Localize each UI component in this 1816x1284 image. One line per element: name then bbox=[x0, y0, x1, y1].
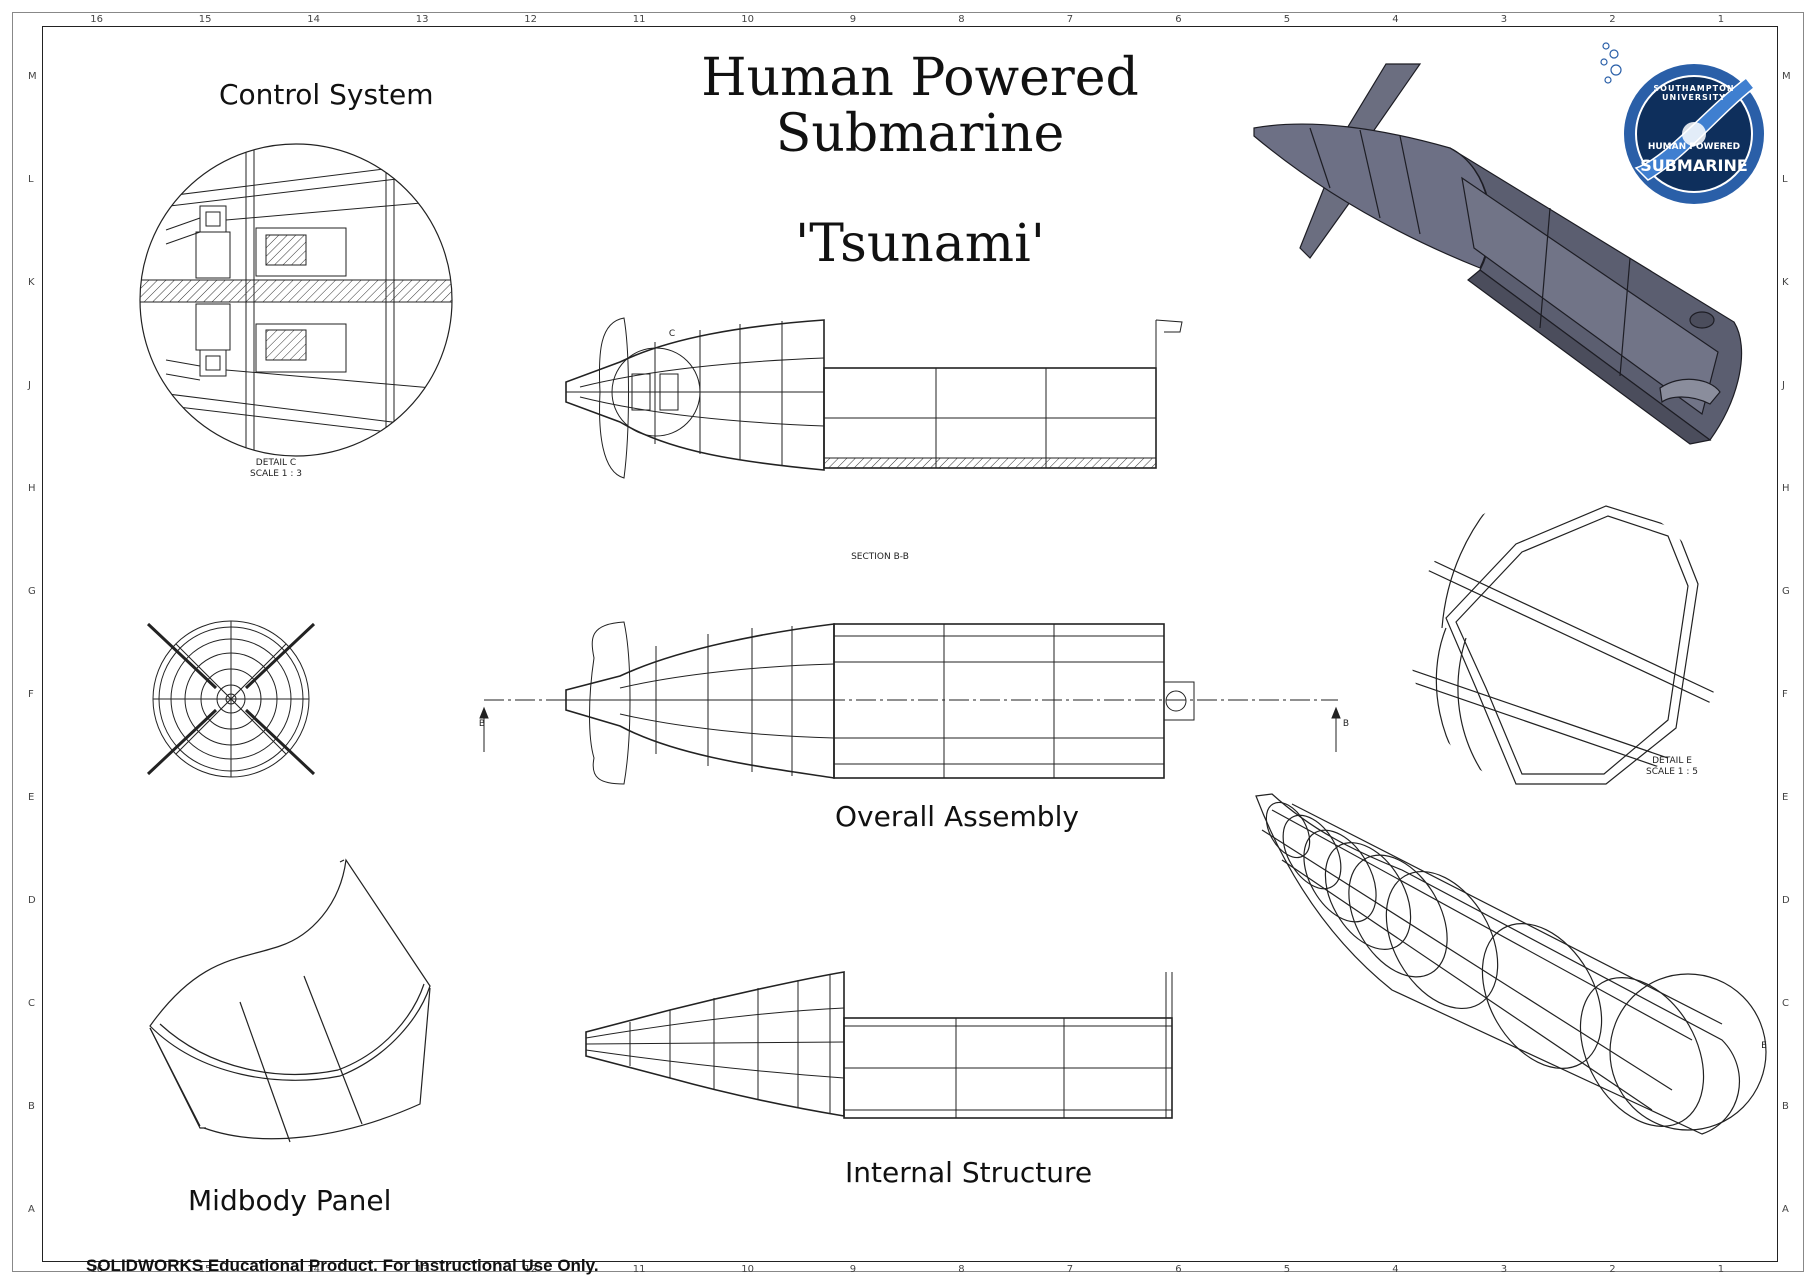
front-end-view bbox=[146, 620, 316, 778]
zone-column-label: 12 bbox=[524, 14, 537, 25]
main-title-line-2: Submarine bbox=[775, 104, 1065, 164]
zone-column-label: 15 bbox=[198, 1264, 212, 1275]
detail-marker-e: E bbox=[1761, 1041, 1767, 1051]
zone-column-label: 13 bbox=[415, 14, 429, 25]
zone-column-label: 6 bbox=[1175, 1264, 1182, 1275]
zone-column-label: 3 bbox=[1500, 1264, 1508, 1275]
zone-row-label: A bbox=[28, 1203, 35, 1215]
zone-column-label: 11 bbox=[632, 1264, 646, 1275]
zone-row-label: D bbox=[28, 894, 36, 906]
detail-e-frame-drawing bbox=[1410, 491, 1722, 795]
sheet-outer-border bbox=[12, 12, 1804, 1272]
zone-column-label: 16 bbox=[90, 14, 103, 25]
zone-column-label: 12 bbox=[524, 1264, 537, 1275]
zone-row-label: G bbox=[28, 585, 36, 597]
logo-bottom-text: SUBMARINE bbox=[1640, 156, 1748, 175]
zone-column-label: 16 bbox=[90, 1264, 103, 1275]
zone-column-label: 1 bbox=[1717, 1264, 1725, 1275]
zone-column-label: 2 bbox=[1609, 1264, 1616, 1275]
zone-column-label: 8 bbox=[958, 14, 965, 25]
zone-column-label: 5 bbox=[1283, 1264, 1291, 1275]
zone-row-label: A bbox=[1782, 1203, 1789, 1215]
zone-column-label: 4 bbox=[1392, 14, 1399, 25]
zone-row-label: K bbox=[1782, 276, 1789, 288]
internal-structure-label: Internal Structure bbox=[845, 1156, 1093, 1189]
logo-top-text: SOUTHAMPTON UNIVERSITY bbox=[1653, 84, 1735, 102]
zone-row-label: F bbox=[28, 688, 34, 700]
zone-row-label: M bbox=[1782, 70, 1791, 82]
zone-column-label: 6 bbox=[1175, 14, 1182, 25]
logo-mid-text: HUMAN POWERED bbox=[1647, 142, 1741, 152]
zone-row-label: E bbox=[28, 791, 35, 803]
zone-column-label: 1 bbox=[1717, 14, 1725, 25]
zone-column-label: 9 bbox=[849, 1264, 857, 1275]
zone-row-label: C bbox=[28, 997, 35, 1009]
university-logo-icon bbox=[1600, 42, 1764, 204]
zone-column-label: 10 bbox=[741, 1264, 754, 1275]
overall-assembly-side-view bbox=[479, 621, 1341, 785]
isometric-internal-frame bbox=[1255, 793, 1767, 1135]
zone-column-label: 14 bbox=[307, 14, 320, 25]
zone-column-label: 5 bbox=[1283, 14, 1291, 25]
zone-row-label: B bbox=[28, 1100, 35, 1112]
detail-e-label: DETAIL E bbox=[1652, 756, 1692, 766]
zone-row-label: H bbox=[1782, 482, 1790, 494]
zone-row-label: F bbox=[1782, 688, 1788, 700]
solidworks-educational-notice: SOLIDWORKS Educational Product. For Inst… bbox=[86, 1256, 599, 1275]
university-logo: SOUTHAMPTON UNIVERSITY HUMAN POWERED SUB… bbox=[1596, 38, 1776, 206]
zone-column-label: 7 bbox=[1066, 1264, 1074, 1275]
submarine-name: 'Tsunami' bbox=[794, 214, 1046, 274]
zone-row-label: C bbox=[1782, 997, 1789, 1009]
zone-row-label: E bbox=[1782, 791, 1789, 803]
detail-c-label: DETAIL C bbox=[255, 458, 297, 468]
zone-row-label: L bbox=[28, 173, 34, 185]
zone-row-label: K bbox=[28, 276, 35, 288]
zone-row-label: J bbox=[28, 379, 31, 391]
midbody-panel-drawing bbox=[149, 858, 431, 1143]
detail-e-scale: SCALE 1 : 5 bbox=[1646, 767, 1698, 777]
zone-column-label: 8 bbox=[958, 1264, 965, 1275]
overall-assembly-label: Overall Assembly bbox=[835, 800, 1079, 833]
zone-column-label: 2 bbox=[1609, 14, 1616, 25]
zone-row-label: G bbox=[1782, 585, 1790, 597]
section-marker-b-left: B bbox=[478, 719, 486, 729]
zone-column-label: 14 bbox=[307, 1264, 320, 1275]
section-bb-label: SECTION B-B bbox=[851, 552, 909, 562]
zone-column-label: 7 bbox=[1066, 14, 1074, 25]
zone-row-label: M bbox=[28, 70, 37, 82]
zone-column-label: 9 bbox=[849, 14, 857, 25]
detail-c-control-system-drawing bbox=[139, 143, 453, 457]
zone-row-label: L bbox=[1782, 173, 1788, 185]
zone-column-label: 15 bbox=[198, 14, 212, 25]
zone-column-label: 13 bbox=[415, 1264, 429, 1275]
detail-c-scale: SCALE 1 : 3 bbox=[250, 469, 302, 479]
control-system-label: Control System bbox=[219, 78, 434, 111]
zone-column-label: 4 bbox=[1392, 1264, 1399, 1275]
zone-row-label: B bbox=[1782, 1100, 1789, 1112]
main-title-line-1: Human Powered bbox=[701, 48, 1139, 108]
section-bb-side-view bbox=[565, 317, 1183, 479]
zone-row-label: D bbox=[1782, 894, 1790, 906]
midbody-panel-label: Midbody Panel bbox=[188, 1184, 392, 1217]
zone-row-label: H bbox=[28, 482, 36, 494]
internal-structure-side-view bbox=[585, 971, 1173, 1119]
isometric-hull-render bbox=[1253, 63, 1743, 445]
zone-column-label: 11 bbox=[632, 14, 646, 25]
zone-column-label: 3 bbox=[1500, 14, 1508, 25]
zone-column-label: 10 bbox=[741, 14, 754, 25]
zone-row-label: J bbox=[1782, 379, 1785, 391]
sheet-inner-border bbox=[42, 26, 1778, 1262]
detail-marker-c: C bbox=[668, 329, 676, 339]
section-marker-b-right: B bbox=[1342, 719, 1350, 729]
